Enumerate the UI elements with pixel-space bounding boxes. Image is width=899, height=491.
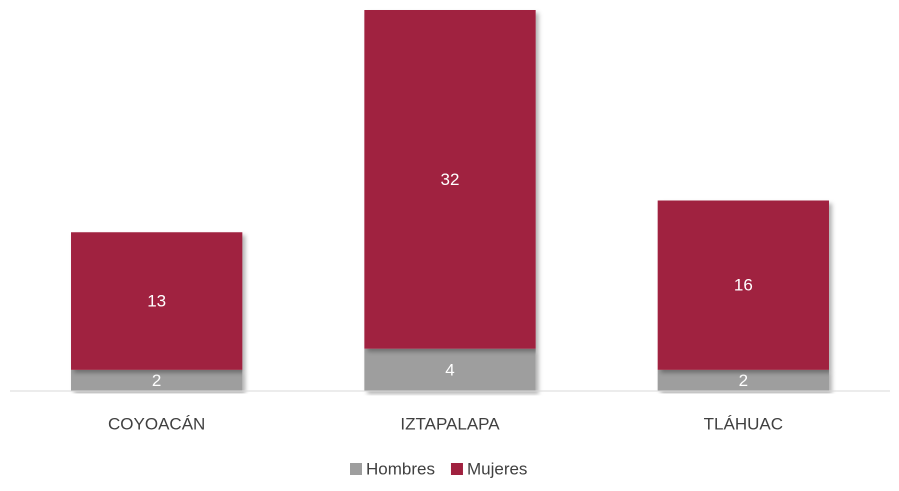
legend-swatch <box>350 463 362 475</box>
legend-label: Hombres <box>366 459 435 478</box>
bar-segment <box>71 369 243 391</box>
legend-label: Mujeres <box>467 459 527 478</box>
data-label: 13 <box>147 292 166 311</box>
data-label: 32 <box>441 170 460 189</box>
x-tick-label: COYOACÁN <box>108 414 205 433</box>
data-label: 4 <box>445 360 454 379</box>
x-tick-label: TLÁHUAC <box>704 414 783 433</box>
bar-segment <box>71 232 243 370</box>
x-tick-label: IZTAPALAPA <box>400 414 500 433</box>
legend-swatch <box>450 463 463 475</box>
bar-segment <box>364 348 536 391</box>
bar-segment <box>364 10 536 349</box>
bar-segment <box>657 200 829 370</box>
data-label: 2 <box>739 371 748 390</box>
bar-segment <box>657 369 829 391</box>
data-label: 16 <box>734 276 753 295</box>
data-label: 2 <box>152 371 161 390</box>
